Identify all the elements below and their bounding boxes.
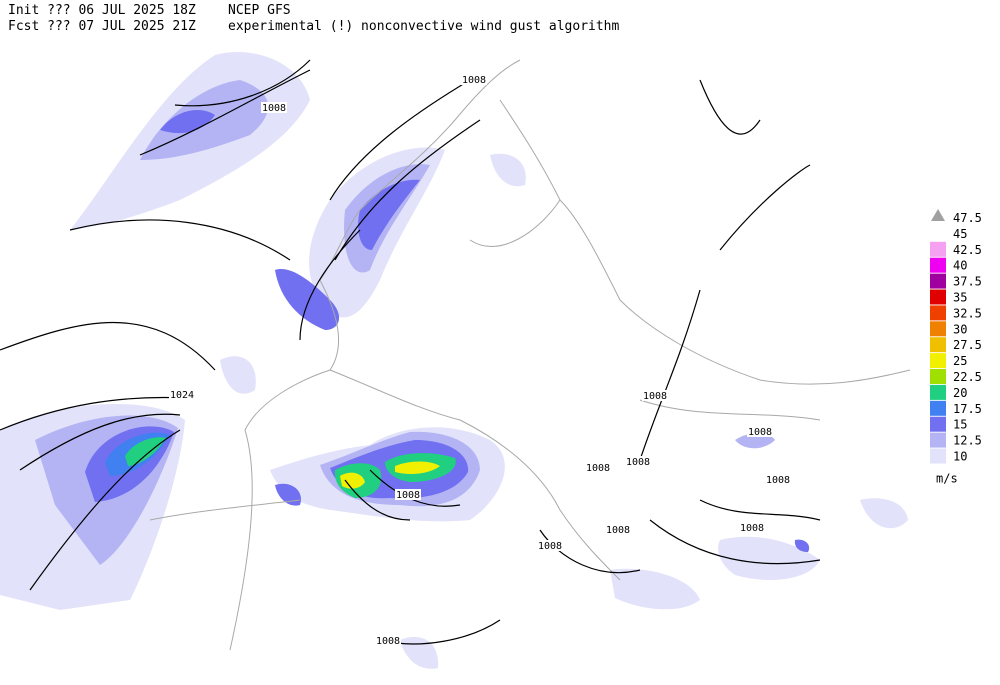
wind-area [395,461,440,474]
isobar-label-bg [585,462,611,473]
isobar-label-bg [765,474,791,485]
legend-swatch [930,257,946,273]
isobar-label-bg [395,489,421,500]
legend-label: 22.5 [953,370,982,384]
legend-label: 30 [953,322,967,336]
legend-swatch [930,448,946,464]
wind-area [610,568,700,610]
isobar-label-bg [261,102,287,113]
isobar-labels: 1008 1008 1024 1008 1008 1008 1008 1008 1008 1008… [169,74,791,647]
wind-area [860,498,908,529]
isobar-label: 1008 [740,523,764,534]
isobar-label: 1008 [643,391,667,402]
isobar-label-bg [537,540,563,551]
legend-swatch [930,384,946,400]
legend-label: 25 [953,354,967,368]
isobar-label: 1008 [626,457,650,468]
isobars [0,59,821,645]
legend-label: 20 [953,386,967,400]
isobar-label: 1008 [376,636,400,647]
legend-swatch [930,432,946,448]
isobar-label: 1024 [170,390,194,401]
isobar-label-bg [625,456,651,467]
legend-swatch [930,305,946,321]
model-text: NCEP GFS [228,3,291,18]
legend-label: 35 [953,291,967,305]
legend-label: 37.5 [953,275,982,289]
wind-area [125,437,166,466]
wind-area [275,483,301,506]
init-text: Init ??? 06 JUL 2025 18Z [8,3,196,18]
isobar-label: 1008 [748,427,772,438]
legend-label: 10 [953,450,967,464]
isobar-label-bg [375,635,401,646]
legend-swatch [930,337,946,353]
wind-area [718,536,820,580]
legend-swatch [930,289,946,305]
isobar-label-bg [642,390,668,401]
isobar-label: 1008 [538,541,562,552]
legend-swatch [930,321,946,337]
legend-triangle [931,209,945,221]
legend-swatch [930,369,946,384]
fcst-text: Fcst ??? 07 JUL 2025 21Z [8,19,196,34]
wind-area [160,110,215,134]
wind-area [220,356,256,394]
algorithm-text: experimental (!) nonconvective wind gust… [228,19,620,34]
isobar-label-bg [739,522,765,533]
legend-swatch [930,241,946,257]
isobar-label: 1008 [586,463,610,474]
legend-label: 15 [953,418,967,432]
isobar-label: 1008 [766,475,790,486]
isobar-label: 1008 [462,75,486,86]
wind-area [400,637,439,669]
wind-area [490,153,526,187]
legend-label: 45 [953,227,967,241]
coastlines [149,59,911,651]
legend-label: 17.5 [953,402,982,416]
isobar-label: 1008 [606,525,630,536]
legend-label: 40 [953,259,967,273]
legend-label: 12.5 [953,434,982,448]
isobar-label-bg [169,389,195,400]
legend-swatch [930,225,946,241]
isobar-label-bg [605,524,631,535]
isobar-label-bg [461,74,487,85]
legend-swatch [930,400,946,416]
wind-area [340,472,365,489]
isobar-label-bg [747,426,773,437]
legend-label: 32.5 [953,306,982,320]
legend-swatch [930,353,946,369]
wind-area [794,539,810,552]
legend-label: 42.5 [953,243,982,257]
legend-unit: m/s [936,471,958,485]
wind-area [275,269,340,330]
isobar-label: 1008 [396,490,420,501]
legend-swatch [930,273,946,289]
legend-swatch [930,416,946,432]
isobar-label: 1008 [262,103,286,114]
wind-areas [0,52,908,669]
legend-label: 27.5 [953,338,982,352]
legend-label: 47.5 [953,211,982,225]
